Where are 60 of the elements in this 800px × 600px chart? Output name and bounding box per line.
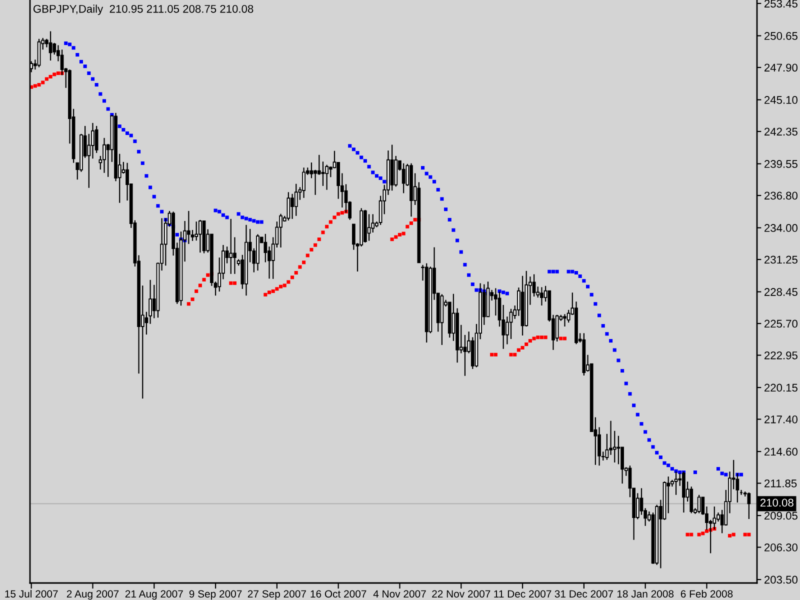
candlestick <box>302 167 306 198</box>
y-tick-label: 242.35 <box>764 128 798 136</box>
candlestick <box>563 314 566 328</box>
y-tick-label: 245.10 <box>764 96 798 104</box>
y-tick-label: 211.85 <box>764 480 797 488</box>
candlestick <box>328 166 332 178</box>
candlestick <box>674 471 678 496</box>
candlestick <box>37 38 41 68</box>
candlestick <box>286 192 290 222</box>
candlestick <box>233 236 236 274</box>
x-tick-label: 18 Jan 2008 <box>617 590 674 598</box>
candlestick <box>509 308 513 340</box>
y-tick-label: 250.65 <box>764 32 798 40</box>
y-tick-label: 220.15 <box>764 384 798 392</box>
candlestick <box>640 488 644 516</box>
candlestick <box>290 193 294 220</box>
candlestick <box>102 137 106 174</box>
x-tick-label: 9 Sep 2007 <box>189 590 242 600</box>
x-tick-label: 15 Jul 2007 <box>5 590 58 598</box>
candlestick <box>198 219 202 254</box>
x-tick-label: 22 Nov 2007 <box>432 590 490 598</box>
y-tick-label: 206.30 <box>764 544 798 552</box>
y-tick-label: 234.00 <box>764 224 798 232</box>
candlestick <box>187 210 190 244</box>
y-tick-label: 214.60 <box>764 448 798 456</box>
x-tick-label: 11 Dec 2007 <box>494 590 552 598</box>
x-tick-label: 21 Aug 2007 <box>125 590 183 600</box>
x-tick-label: 16 Oct 2007 <box>310 590 366 598</box>
y-tick-label: 222.95 <box>764 351 798 360</box>
x-tick-label: 6 Feb 2008 <box>680 590 733 598</box>
y-tick-label: 228.45 <box>764 288 798 296</box>
candlestick <box>540 286 544 306</box>
y-tick-label: 217.40 <box>764 415 798 424</box>
y-tick-label: 239.55 <box>764 160 798 168</box>
y-tick-label: 253.45 <box>764 0 798 8</box>
candlestick <box>325 164 328 190</box>
candlestick <box>279 213 282 248</box>
candlestick <box>367 214 371 242</box>
y-tick-label: 209.05 <box>764 512 798 520</box>
y-tick-label: 236.80 <box>764 192 798 200</box>
candlestick <box>48 30 52 62</box>
chart-title: GBPJPY,Daily 210.95 211.05 208.75 210.08 <box>33 4 254 16</box>
x-tick-label: 31 Dec 2007 <box>554 590 613 598</box>
y-tick-label: 203.50 <box>764 576 798 584</box>
candlestick <box>229 218 233 274</box>
candlestick <box>190 229 194 242</box>
candlestick <box>314 169 317 196</box>
candlestick <box>294 183 298 216</box>
candlestick <box>321 161 325 186</box>
y-tick-label: 247.90 <box>764 64 798 72</box>
x-tick-label: 4 Nov 2007 <box>373 590 426 598</box>
candlestick <box>310 162 314 179</box>
ref-line-label: 210.08 <box>760 498 794 507</box>
y-tick-label: 225.70 <box>764 320 798 328</box>
candlestick <box>463 334 467 376</box>
candlestick <box>747 492 751 520</box>
y-tick-label: 231.25 <box>764 256 798 264</box>
x-tick-label: 27 Sep 2007 <box>248 590 306 600</box>
x-tick-label: 2 Aug 2007 <box>66 590 119 600</box>
candlestick <box>697 494 701 514</box>
